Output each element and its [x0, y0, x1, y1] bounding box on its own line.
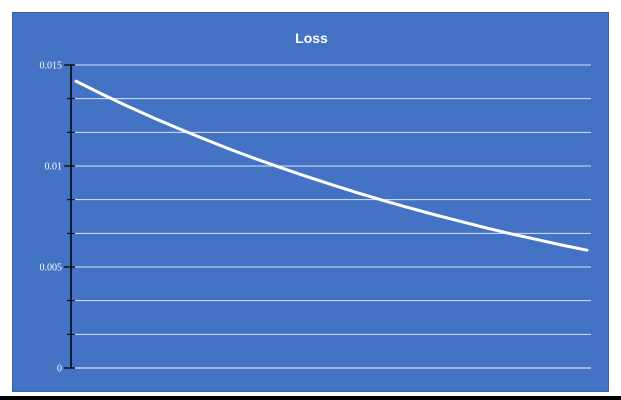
y-tick-label: 0.015 — [40, 61, 63, 72]
y-tick-label: 0.01 — [45, 162, 63, 173]
y-tick-label: 0 — [57, 364, 62, 375]
loss-series-line — [74, 79, 589, 252]
y-tick-label: 0.005 — [40, 263, 63, 274]
line-chart: 0 0.005 0.01 0.015 — [40, 61, 591, 375]
chart-frame: Loss 0 0.005 0.01 0.015 — [12, 12, 609, 392]
bottom-rule — [0, 396, 621, 400]
chart-title: Loss — [295, 30, 328, 46]
